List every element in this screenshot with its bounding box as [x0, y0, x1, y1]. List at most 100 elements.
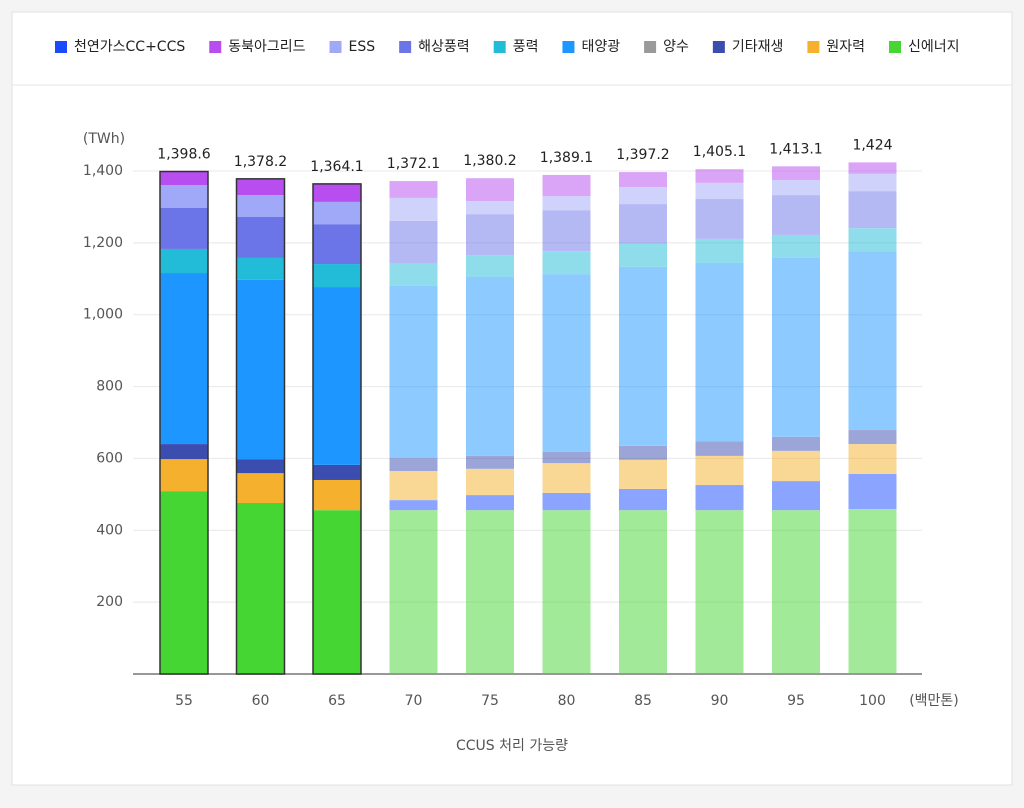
- bar-segment: [313, 264, 361, 288]
- bar-segment: [542, 451, 591, 464]
- bar-outline: [159, 170, 209, 675]
- bar-stack: [160, 171, 208, 674]
- bar-segment: [619, 510, 667, 674]
- bar-segment: [695, 262, 744, 442]
- bar-segment: [619, 266, 667, 446]
- bar-segment: [236, 459, 285, 474]
- legend-swatch: [562, 41, 575, 53]
- bar-segment: [772, 234, 820, 258]
- x-tick-label: 90: [711, 693, 729, 709]
- bar-stack: [313, 183, 361, 674]
- x-tick-label: 85: [634, 693, 652, 709]
- bar-segment: [389, 510, 438, 674]
- bar-segment: [848, 473, 897, 510]
- bar-segment: [466, 201, 514, 215]
- total-label: 1,398.6: [157, 147, 211, 163]
- bar-segment: [772, 436, 820, 451]
- bar-segment: [619, 204, 667, 244]
- legend-swatch: [399, 41, 412, 53]
- bar-segment: [160, 459, 208, 492]
- bar-segment: [466, 276, 514, 456]
- bar-segment: [236, 257, 285, 280]
- bar-segment: [772, 166, 820, 180]
- bar-segment: [542, 463, 591, 493]
- bar-segment: [772, 450, 820, 482]
- y-tick-label: 1,400: [83, 163, 123, 179]
- bar-segment: [695, 455, 744, 486]
- bar-stack: [466, 178, 514, 674]
- bar-segment: [542, 274, 591, 452]
- bar-segment: [848, 228, 897, 252]
- bar-segment: [695, 182, 744, 200]
- bar-segment: [236, 195, 285, 217]
- x-tick-label: 95: [787, 693, 805, 709]
- bar-segment: [466, 178, 514, 202]
- total-label: 1,397.2: [616, 147, 669, 163]
- bar-segment: [466, 455, 514, 469]
- bar-segment: [236, 502, 285, 674]
- bar-segment: [466, 468, 514, 496]
- bar-segment: [619, 488, 667, 511]
- bar-segment: [389, 285, 438, 459]
- bar-segment: [313, 510, 361, 674]
- bar-segment: [772, 257, 820, 437]
- y-axis-label: (TWh): [83, 131, 125, 147]
- bar-segment: [772, 179, 820, 196]
- bar-segment: [619, 459, 667, 489]
- bar-stack: [772, 166, 820, 674]
- bar-stack: [389, 181, 438, 674]
- total-label: 1,372.1: [387, 156, 440, 172]
- legend-label: 풍력: [513, 39, 539, 55]
- bar-stack: [236, 178, 285, 674]
- bar-segment: [542, 174, 591, 197]
- bar-segment: [619, 172, 667, 188]
- bar-segment: [160, 185, 208, 209]
- bar-segment: [848, 444, 897, 474]
- bar-segment: [236, 178, 285, 196]
- bar-segment: [695, 441, 744, 456]
- bar-segment: [695, 169, 744, 183]
- legend-swatch: [209, 41, 222, 53]
- bar-segment: [389, 181, 438, 198]
- y-tick-label: 400: [96, 522, 123, 538]
- bar-segment: [389, 197, 438, 221]
- x-unit-label: (백만톤): [909, 693, 959, 709]
- bar-segment: [313, 464, 361, 480]
- bar-segment: [389, 471, 438, 501]
- bar-segment: [389, 458, 438, 472]
- bar-segment: [542, 251, 591, 275]
- legend-label: 태양광: [581, 39, 620, 55]
- x-tick-label: 55: [175, 693, 193, 709]
- total-label: 1,364.1: [310, 159, 363, 175]
- bar-outline: [312, 183, 362, 675]
- bar-segment: [389, 262, 438, 286]
- bar-segment: [542, 196, 591, 211]
- bar-segment: [695, 238, 744, 263]
- bar-segment: [466, 495, 514, 511]
- legend-label: 천연가스CC+CCS: [74, 39, 185, 55]
- bar-outline: [235, 178, 286, 675]
- bar-stack: [695, 169, 744, 674]
- legend-label: 양수: [663, 39, 689, 55]
- bar-segment: [695, 199, 744, 239]
- legend: 천연가스CC+CCS 동북아그리드 ESS 해상풍력 풍력 태양광 양수 기타재생 원자력 신에너…: [55, 39, 960, 55]
- bar-segment: [848, 162, 897, 174]
- bar-segment: [466, 214, 514, 256]
- legend-label: 신에너지: [908, 39, 960, 55]
- bar-segment: [542, 210, 591, 252]
- legend-swatch: [807, 41, 820, 53]
- bar-segment: [313, 287, 361, 465]
- legend-swatch: [493, 41, 506, 53]
- bar-segment: [542, 510, 591, 674]
- x-tick-label: 65: [328, 693, 346, 709]
- bar-segment: [542, 492, 591, 511]
- x-tick-label: 80: [558, 693, 576, 709]
- x-tick-label: 60: [252, 693, 270, 709]
- total-label: 1,378.2: [234, 154, 287, 170]
- legend-swatch: [644, 41, 657, 53]
- bar-segment: [160, 444, 208, 460]
- total-label: 1,413.1: [769, 141, 822, 157]
- legend-swatch: [329, 41, 342, 53]
